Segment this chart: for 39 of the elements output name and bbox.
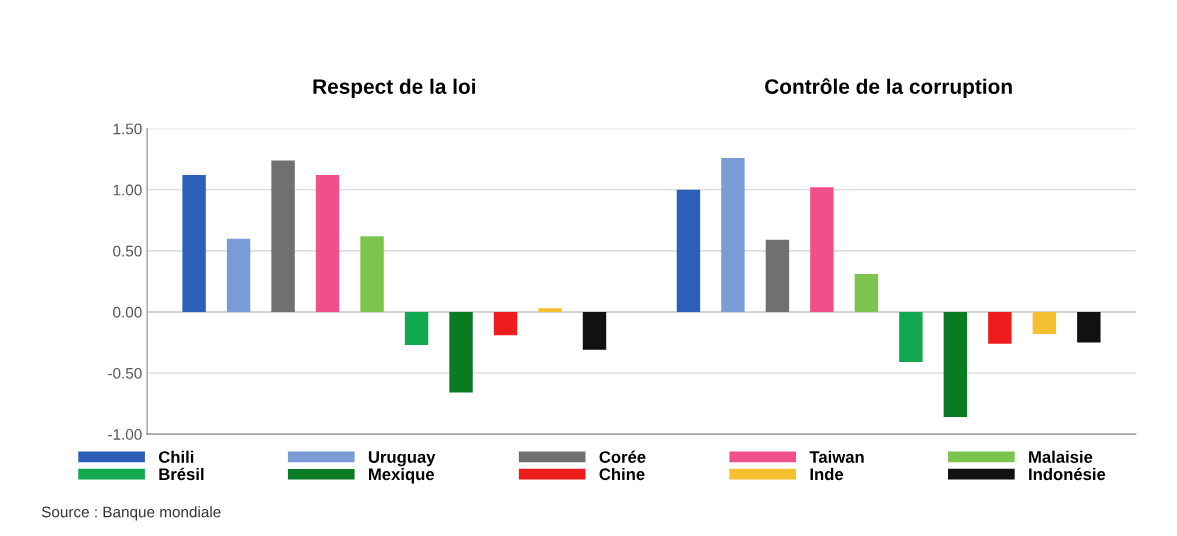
bar (538, 308, 562, 312)
x-tick-label: Contrôle de la corruption (765, 78, 1012, 99)
y-tick-label: 1.00 (113, 184, 142, 196)
y-tick-label: 1.50 (113, 123, 142, 135)
legend-label: Corée (599, 450, 646, 463)
bar (360, 236, 384, 312)
legend-label: Inde (810, 467, 844, 481)
legend-label: Indonésie (1029, 467, 1106, 481)
legend-label: Chili (158, 450, 194, 463)
source-note: Source : Banque mondiale (41, 506, 221, 521)
legend-label: Chine (599, 467, 645, 481)
bar (271, 160, 295, 312)
bar (449, 311, 473, 393)
bar (404, 311, 429, 345)
bar (493, 311, 518, 336)
x-tick-label: Respect de la loi (313, 78, 476, 99)
y-tick-label: -1.00 (108, 429, 142, 440)
bar (810, 187, 834, 312)
bar (1032, 311, 1057, 334)
bar (1077, 311, 1101, 343)
y-tick-label: 0.00 (113, 306, 142, 318)
bar (315, 175, 340, 312)
legend-label: Mexique (369, 467, 435, 484)
bar (582, 311, 607, 350)
bar (988, 311, 1012, 344)
y-tick-label: -0.50 (108, 367, 142, 379)
bar (765, 239, 790, 312)
legend-label: Taiwan (809, 450, 864, 463)
bar (854, 274, 879, 312)
bar (721, 157, 745, 312)
bar (943, 311, 968, 418)
legend-label: Brésil (159, 467, 204, 481)
bar (676, 189, 701, 312)
legend-label: Uruguay (368, 451, 436, 467)
y-tick-label: 0.50 (113, 245, 142, 257)
bar (226, 238, 251, 312)
bar (899, 311, 923, 363)
bar (182, 175, 206, 312)
legend-label: Malaisie (1029, 450, 1093, 463)
